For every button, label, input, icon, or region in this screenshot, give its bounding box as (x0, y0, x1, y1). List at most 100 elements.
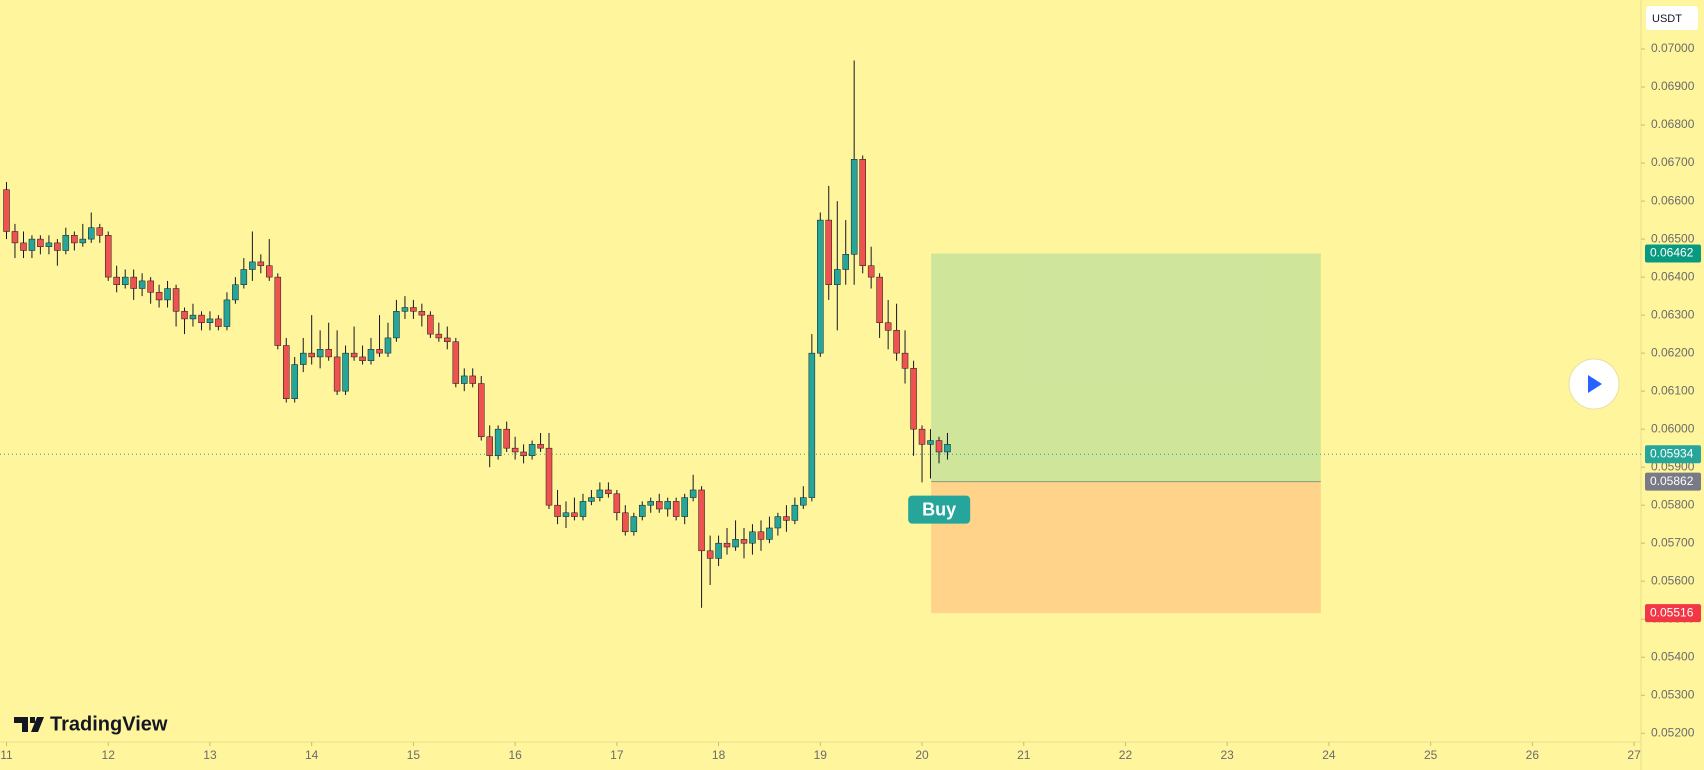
candle-body (232, 284, 239, 301)
candle-body (791, 504, 799, 521)
candle-body (198, 314, 205, 323)
candle-body (62, 235, 70, 251)
candle-body (740, 539, 748, 544)
candle-body (757, 531, 765, 540)
candle-body (316, 349, 324, 358)
price-tag-bg (1645, 244, 1701, 263)
candle-body (766, 527, 773, 540)
candle-body (884, 322, 892, 331)
y-tick-label: 0.05300 (1651, 687, 1695, 701)
candle-body (537, 444, 544, 449)
brand-icon (14, 717, 44, 732)
candle-body (257, 261, 265, 266)
x-tick-label: 13 (203, 748, 217, 762)
price-tag: 0.05516 (1650, 605, 1694, 619)
play-button[interactable] (1568, 358, 1620, 410)
candle-body (3, 189, 10, 232)
brand-logo: TradingView (14, 713, 168, 735)
candle-body (45, 242, 53, 247)
candle-body (181, 311, 188, 320)
buy-label-bg (908, 495, 971, 524)
candle-body (944, 444, 951, 453)
candle-body (325, 349, 332, 358)
price-tag-bg (1645, 445, 1701, 464)
candle-body (605, 489, 612, 495)
candle-body (359, 356, 366, 361)
candle-body (859, 159, 866, 266)
candle-body (850, 159, 858, 255)
candle-body (291, 364, 298, 399)
candle-body (206, 318, 214, 323)
candle-body (749, 531, 756, 544)
candle-body (613, 493, 621, 514)
candle-body (155, 292, 163, 301)
candle-body (427, 314, 434, 335)
y-tick-label: 0.06100 (1651, 383, 1695, 397)
candle-body (452, 341, 460, 384)
candle-body (579, 501, 587, 517)
y-tick-label: 0.05600 (1651, 573, 1695, 587)
candle-body (96, 227, 104, 236)
candle-body (715, 542, 722, 559)
candle-body (478, 383, 485, 438)
candle-body (308, 352, 315, 358)
candle-body (656, 501, 663, 510)
candle-body (113, 276, 120, 285)
x-tick-label: 25 (1424, 748, 1438, 762)
candle-body (800, 497, 807, 506)
brand-name: TradingView (50, 713, 168, 735)
candle-body (588, 497, 595, 502)
candle-body (240, 269, 248, 285)
candle-body (689, 489, 697, 498)
candle-body (842, 254, 849, 270)
candle-body (672, 501, 680, 517)
candle-body (376, 349, 383, 354)
x-tick-label: 27 (1627, 748, 1641, 762)
play-icon[interactable] (1588, 375, 1602, 393)
candle-body (37, 238, 44, 247)
candle-body (834, 269, 841, 285)
candle-body (486, 436, 493, 457)
x-tick-label: 17 (610, 748, 624, 762)
quote-box-bg[interactable] (1646, 6, 1698, 30)
candle-body (706, 550, 714, 559)
price-tag: 0.06462 (1650, 246, 1694, 260)
candle-body (189, 314, 197, 320)
candle-body (732, 539, 739, 548)
x-tick-label: 26 (1526, 748, 1540, 762)
candle-body (28, 238, 36, 251)
quote-box[interactable]: USDT (1646, 6, 1698, 30)
candle-body (511, 447, 519, 453)
candle-body (20, 242, 27, 251)
candle-body (647, 501, 654, 506)
y-tick-label: 0.05400 (1651, 649, 1695, 663)
candle-body (172, 288, 180, 312)
buy-label: Buy (922, 499, 956, 519)
candle-body (11, 231, 19, 244)
candle-body (910, 368, 917, 430)
y-tick-label: 0.06000 (1651, 421, 1695, 435)
x-tick-label: 18 (712, 748, 726, 762)
y-tick-label: 0.05700 (1651, 535, 1695, 549)
y-tick-label: 0.05200 (1651, 725, 1695, 739)
price-tag-bg (1645, 472, 1701, 491)
candle-body (469, 375, 476, 384)
candle-body (461, 375, 468, 384)
candle-body (266, 265, 273, 278)
candle-body (130, 276, 137, 289)
x-tick-label: 23 (1221, 748, 1235, 762)
candle-body (935, 440, 943, 453)
x-tick-label: 22 (1119, 748, 1133, 762)
candle-body (147, 280, 154, 293)
y-tick-label: 0.06200 (1651, 345, 1695, 359)
y-tick-label: 0.06300 (1651, 307, 1695, 321)
candle-body (104, 235, 112, 278)
stop-zone (931, 481, 1321, 614)
candle-body (867, 265, 875, 278)
candle-body (918, 428, 926, 445)
candle-body (342, 352, 349, 392)
quote-currency[interactable]: USDT (1652, 13, 1682, 25)
